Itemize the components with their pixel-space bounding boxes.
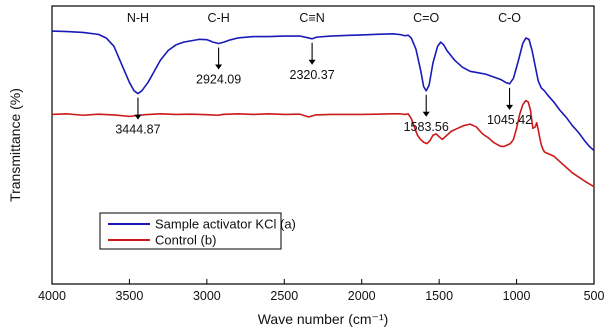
- legend: Sample activator KCl (a) Control (b): [99, 212, 296, 250]
- peak-value-label: 3444.87: [115, 123, 160, 137]
- legend-label-control: Control (b): [155, 233, 216, 248]
- peak-value-label: 2320.37: [290, 68, 335, 82]
- peak-arrow-head: [422, 111, 430, 117]
- band-label: C-O: [498, 11, 521, 25]
- peak-arrow-head: [134, 114, 142, 120]
- peak-arrow-head: [308, 59, 316, 65]
- x-tick-label: 500: [584, 289, 604, 303]
- peak-value-label: 2924.09: [196, 73, 241, 87]
- x-axis-title: Wave number (cm⁻¹): [258, 311, 389, 327]
- legend-box: [99, 212, 282, 250]
- plot-frame: [51, 5, 595, 285]
- band-label: C≡N: [299, 11, 324, 25]
- peak-value-label: 1583.56: [404, 120, 449, 134]
- x-tick-label: 4000: [38, 289, 66, 303]
- series-line-control: [51, 99, 595, 188]
- band-label: C-H: [208, 11, 230, 25]
- peak-annotations: N-H 3444.87 C-H 2924.09 C≡N 2320.37 C=O 1583.56…: [115, 11, 532, 137]
- x-axis-ticks: 4000 3500 3000 2500 2000 1500 1000 500: [38, 279, 604, 303]
- x-tick-label: 1500: [425, 289, 453, 303]
- x-tick-label: 2000: [348, 289, 376, 303]
- x-tick-label: 3000: [193, 289, 221, 303]
- x-tick-label: 2500: [270, 289, 298, 303]
- x-tick-label: 3500: [116, 289, 144, 303]
- band-label: C=O: [413, 11, 439, 25]
- y-axis-title: Transmittance (%): [7, 88, 23, 202]
- legend-label-sample: Sample activator KCl (a): [155, 217, 296, 232]
- peak-arrow-head: [506, 104, 514, 110]
- series-lines: [51, 30, 595, 188]
- series-line-sample: [51, 30, 595, 152]
- peak-value-label: 1045.42: [487, 113, 532, 127]
- x-tick-label: 1000: [503, 289, 531, 303]
- peak-arrow-head: [215, 64, 223, 70]
- band-label: N-H: [127, 11, 149, 25]
